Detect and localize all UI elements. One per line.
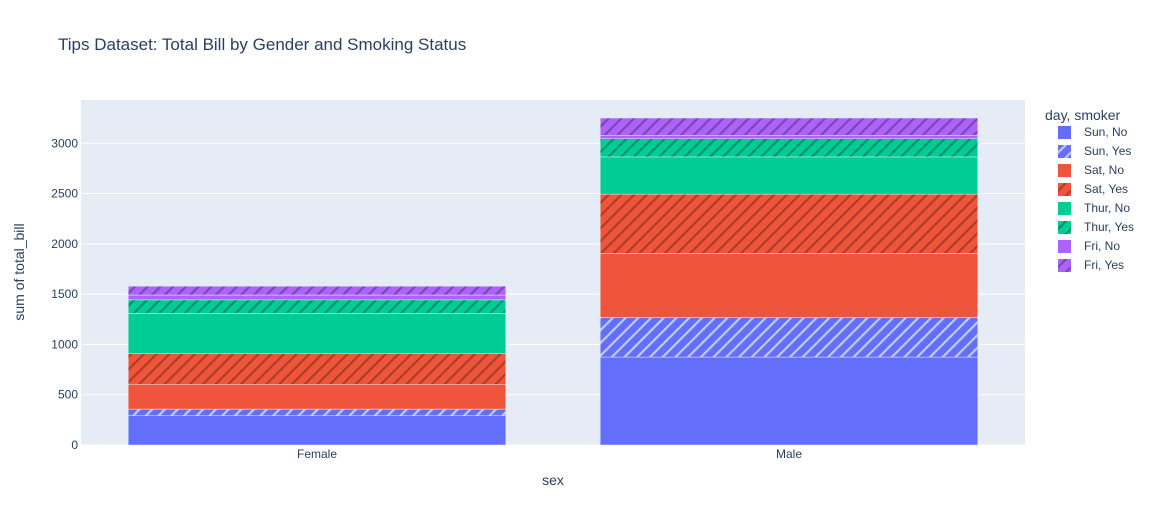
bar-segment bbox=[599, 253, 979, 318]
bar-segment bbox=[127, 415, 507, 446]
y-tick-label: 0 bbox=[71, 438, 78, 452]
legend-swatch bbox=[1058, 183, 1071, 196]
x-tick-label: Male bbox=[776, 447, 802, 461]
x-tick-label: Female bbox=[297, 447, 337, 461]
legend-label: Sat, Yes bbox=[1084, 182, 1128, 196]
legend-swatch bbox=[1058, 145, 1071, 158]
chart-title: Tips Dataset: Total Bill by Gender and S… bbox=[58, 35, 466, 54]
legend-label: Fri, Yes bbox=[1084, 258, 1124, 272]
legend: day, smoker Sun, No Sun, Yes Sat, No Sat, Y… bbox=[1045, 107, 1134, 272]
legend-swatch bbox=[1058, 126, 1071, 139]
y-tick-label: 2500 bbox=[51, 187, 78, 201]
legend-item[interactable]: Fri, Yes bbox=[1058, 258, 1124, 272]
bar-segment bbox=[599, 135, 979, 139]
bar-segment bbox=[127, 285, 507, 296]
bar-segment bbox=[599, 138, 979, 158]
bar-segment bbox=[127, 294, 507, 301]
legend-label: Fri, No bbox=[1084, 239, 1120, 253]
legend-label: Sun, No bbox=[1084, 125, 1128, 139]
legend-swatch bbox=[1058, 164, 1071, 177]
bar-segment bbox=[127, 299, 507, 314]
y-tick-label: 1500 bbox=[51, 287, 78, 301]
tick-labels: 0 500 1000 1500 2000 2500 3000 Female Male bbox=[51, 136, 802, 461]
legend-item[interactable]: Sun, No bbox=[1058, 125, 1128, 139]
bar-segment bbox=[599, 317, 979, 358]
y-tick-label: 1000 bbox=[51, 337, 78, 351]
legend-label: Sat, No bbox=[1084, 163, 1124, 177]
legend-item[interactable]: Sun, Yes bbox=[1058, 144, 1131, 158]
bar-segment bbox=[127, 408, 507, 416]
bar-segment bbox=[599, 117, 979, 136]
bar-segment bbox=[599, 193, 979, 254]
bar-segment bbox=[127, 353, 507, 385]
bars bbox=[127, 117, 979, 446]
y-tick-label: 3000 bbox=[51, 136, 78, 150]
legend-label: Sun, Yes bbox=[1084, 144, 1131, 158]
y-axis-title: sum of total_bill bbox=[11, 223, 27, 320]
y-tick-label: 500 bbox=[58, 388, 78, 402]
x-axis-title: sex bbox=[542, 472, 564, 488]
y-tick-label: 2000 bbox=[51, 237, 78, 251]
bar-segment bbox=[127, 313, 507, 354]
legend-item[interactable]: Sat, Yes bbox=[1058, 182, 1128, 196]
legend-swatch bbox=[1058, 221, 1071, 234]
legend-swatch bbox=[1058, 202, 1071, 215]
legend-item[interactable]: Thur, No bbox=[1058, 201, 1130, 215]
legend-item[interactable]: Fri, No bbox=[1058, 239, 1120, 253]
legend-swatch bbox=[1058, 240, 1071, 253]
bar-segment bbox=[599, 356, 979, 446]
legend-label: Thur, No bbox=[1084, 201, 1130, 215]
bar-segment bbox=[127, 383, 507, 410]
legend-item[interactable]: Thur, Yes bbox=[1058, 220, 1134, 234]
legend-title: day, smoker bbox=[1045, 107, 1121, 123]
legend-swatch bbox=[1058, 259, 1071, 272]
legend-item[interactable]: Sat, No bbox=[1058, 163, 1124, 177]
legend-label: Thur, Yes bbox=[1084, 220, 1134, 234]
bar-segment bbox=[599, 156, 979, 195]
